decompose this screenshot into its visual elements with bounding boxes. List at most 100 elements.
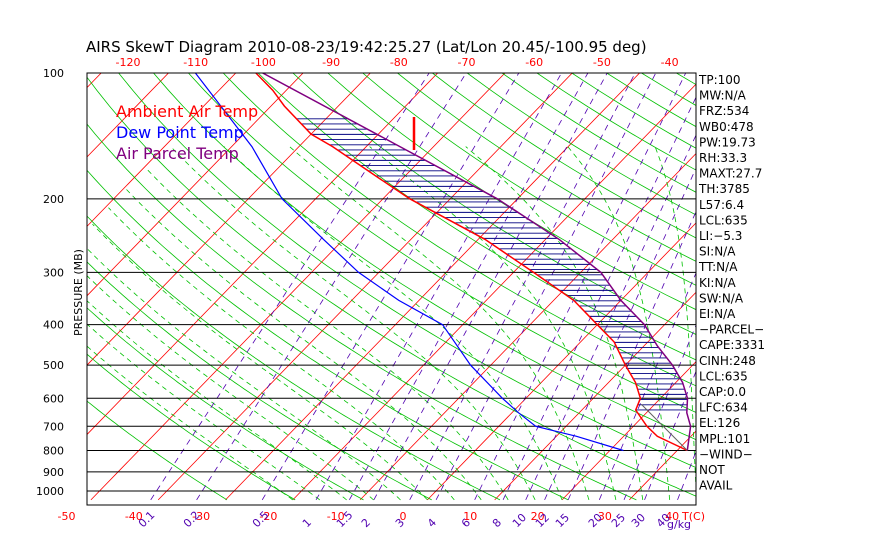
mixing-ratio-label: 4 xyxy=(425,516,439,530)
isotherm-line xyxy=(87,73,170,158)
temp-tick-top: -120 xyxy=(116,56,141,69)
dry-adiabat-line xyxy=(87,307,364,501)
pressure-tick-label: 500 xyxy=(43,359,64,372)
moist-adiabat-line xyxy=(87,323,320,501)
index-entry: KI:N/A xyxy=(699,276,736,290)
temp-tick-top: -110 xyxy=(183,56,208,69)
temp-tick-top: -40 xyxy=(661,56,679,69)
isotherm-line xyxy=(87,73,439,436)
moist-adiabat-line xyxy=(369,146,617,500)
dry-adiabat-line xyxy=(188,73,696,413)
isotherm-line xyxy=(494,291,696,501)
index-entry: MAXT:27.7 xyxy=(699,167,762,181)
temp-tick-bottom: 40 xyxy=(665,510,679,523)
index-entry: LCL:635 xyxy=(699,213,748,227)
index-entry: EL:126 xyxy=(699,416,740,430)
cape-hatch xyxy=(296,118,688,411)
lift-path-line xyxy=(640,403,688,451)
mixing-ratio-label: 2 xyxy=(359,516,373,530)
dry-adiabat-line xyxy=(118,73,696,468)
pressure-tick-label: 900 xyxy=(43,466,64,479)
pressure-tick-label: 600 xyxy=(43,392,64,405)
isotherm-line xyxy=(225,73,641,501)
mixing-ratio-line xyxy=(349,73,589,501)
index-entry: L57:6.4 xyxy=(699,198,744,212)
mixing-ratio-line xyxy=(598,271,696,501)
pressure-axis-label: PRESSURE (MB) xyxy=(72,249,85,336)
temp-tick-bottom: -20 xyxy=(259,510,277,523)
mixing-ratio-line xyxy=(525,134,696,501)
pressure-tick-label: 700 xyxy=(43,420,64,433)
pressure-tick-label: 200 xyxy=(43,193,64,206)
mixing-ratio-label: 30 xyxy=(629,511,648,530)
mixing-ratio-line xyxy=(474,73,687,501)
moist-adiabat-line xyxy=(654,146,696,496)
isotherm-line xyxy=(157,73,573,501)
legend-entry: Dew Point Temp xyxy=(116,123,244,142)
pressure-tick-label: 800 xyxy=(43,444,64,457)
dry-adiabat-line xyxy=(87,353,296,501)
mixing-ratio-label: 8 xyxy=(490,516,504,530)
index-entry: MW:N/A xyxy=(699,89,747,103)
index-entry: LFC:634 xyxy=(699,401,748,415)
legend-entry: Ambient Air Temp xyxy=(116,102,258,121)
dry-adiabat-line xyxy=(257,73,696,361)
index-entry: TT:N/A xyxy=(698,260,738,274)
temp-tick-top: -90 xyxy=(322,56,340,69)
index-entry: AVAIL xyxy=(699,479,733,493)
mixing-ratio-line xyxy=(261,73,520,501)
dry-adiabat-line xyxy=(397,73,696,262)
pressure-tick-label: 300 xyxy=(43,266,64,279)
temp-tick-bottom: 20 xyxy=(531,510,545,523)
mixing-ratio-line xyxy=(544,167,696,501)
dry-adiabat-line xyxy=(87,400,228,501)
index-entry: SW:N/A xyxy=(699,291,744,305)
pressure-tick-label: 400 xyxy=(43,319,64,332)
dewpoint-temp-line xyxy=(194,73,624,452)
dry-adiabat-line xyxy=(746,73,870,500)
parcel-temp-line xyxy=(262,73,692,451)
dry-adiabat-line xyxy=(87,169,569,501)
mixing-ratio-line xyxy=(315,73,562,501)
temp-tick-top: -60 xyxy=(525,56,543,69)
legend: Ambient Air Temp Dew Point Temp Air Parcel… xyxy=(116,102,258,163)
chart-title: AIRS SkewT Diagram 2010-08-23/19:42:25.2… xyxy=(86,38,647,56)
isotherm-line xyxy=(561,361,696,501)
index-entry: SI:N/A xyxy=(699,245,736,259)
index-entry: EI:N/A xyxy=(699,307,736,321)
index-entry: NOT xyxy=(699,463,725,477)
index-entry: LCL:635 xyxy=(699,369,748,383)
mixing-ratio-label: 1 xyxy=(300,516,314,530)
index-entry: TP:100 xyxy=(698,73,741,87)
temp-axis-label: T(C) xyxy=(681,510,705,523)
dry-adiabat-line xyxy=(466,73,696,216)
temp-tick-bottom: 0 xyxy=(400,510,407,523)
moist-adiabat-line xyxy=(87,275,374,501)
temp-tick-bottom: 10 xyxy=(463,510,477,523)
moist-adiabat-line xyxy=(87,345,294,501)
index-entry: LI:−5.3 xyxy=(699,229,742,243)
index-entry: WB0:478 xyxy=(699,120,754,134)
pressure-tick-label: 100 xyxy=(43,67,64,80)
mixing-ratio-label: 10 xyxy=(510,511,529,530)
moist-adiabat-line xyxy=(92,223,428,501)
dry-adiabat-line xyxy=(87,123,637,501)
isotherm-line xyxy=(0,64,43,500)
temp-tick-top: -80 xyxy=(390,56,408,69)
index-entry: CAP:0.0 xyxy=(699,385,746,399)
dry-adiabat-line xyxy=(292,73,696,335)
index-entry: PW:19.73 xyxy=(699,135,756,149)
mixing-ratio-line xyxy=(435,73,657,501)
index-entry: FRZ:534 xyxy=(699,104,749,118)
mixing-ratio-line xyxy=(409,73,636,501)
dry-adiabat-line xyxy=(327,73,696,311)
mixing-ratio-label: 15 xyxy=(553,511,572,530)
index-entry: MPL:101 xyxy=(699,432,750,446)
dry-adiabat-line xyxy=(87,215,501,501)
moist-adiabat-line xyxy=(87,247,401,501)
temp-tick-bottom: -50 xyxy=(58,510,76,523)
temp-tick-bottom: -30 xyxy=(192,510,210,523)
legend-entry: Air Parcel Temp xyxy=(116,144,239,163)
temp-tick-top: -100 xyxy=(251,56,276,69)
